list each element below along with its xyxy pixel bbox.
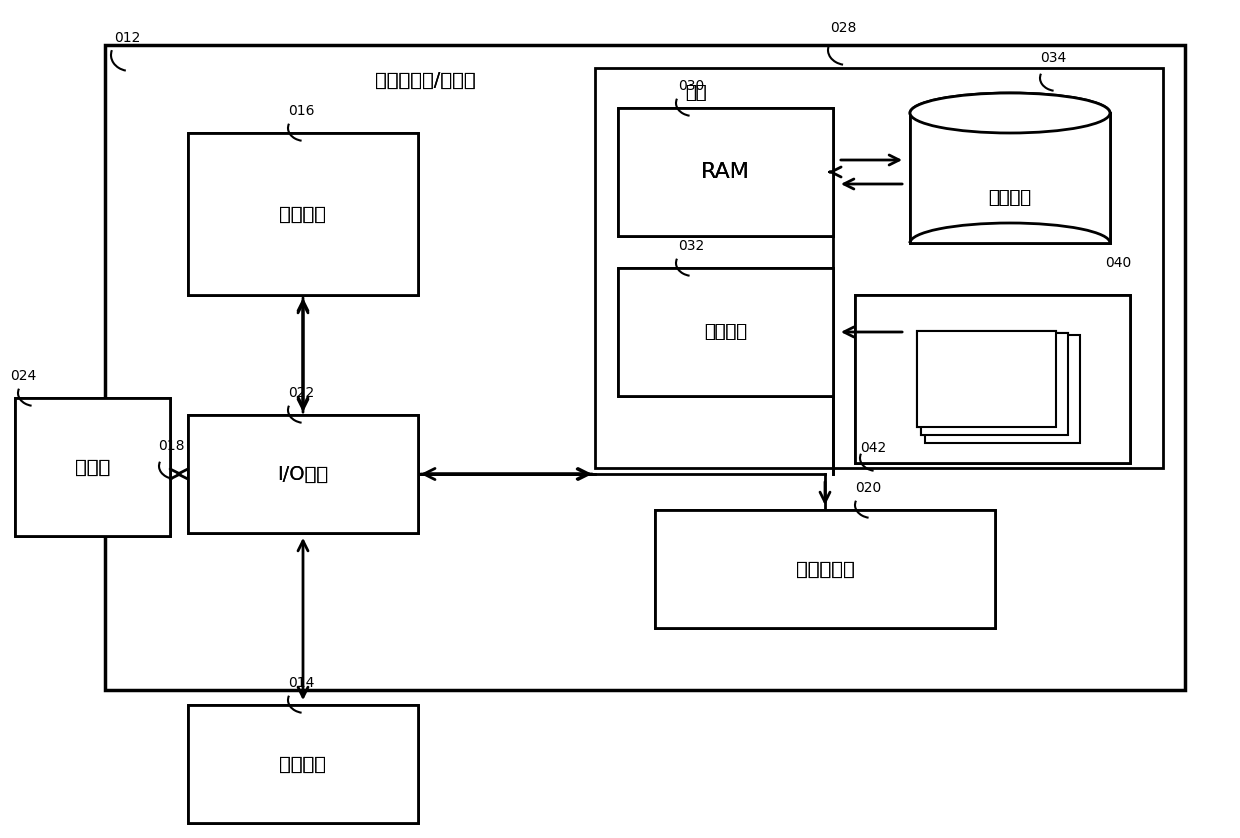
- Text: 高速缓存: 高速缓存: [704, 323, 746, 341]
- Text: 存储系统: 存储系统: [988, 189, 1032, 207]
- Bar: [921, 333, 1068, 435]
- Text: 024: 024: [10, 369, 36, 383]
- Bar: [188, 415, 418, 533]
- Ellipse shape: [910, 93, 1110, 133]
- Bar: [910, 113, 1110, 243]
- Text: I/O接口: I/O接口: [278, 464, 329, 484]
- Text: I/O接口: I/O接口: [278, 464, 329, 484]
- Text: 网络适配器: 网络适配器: [796, 560, 854, 578]
- Bar: [15, 398, 170, 536]
- Bar: [595, 68, 1163, 468]
- Bar: [185, 130, 422, 298]
- Text: RAM: RAM: [701, 162, 750, 182]
- Text: 028: 028: [830, 21, 857, 35]
- Text: RAM: RAM: [701, 162, 750, 182]
- Text: 032: 032: [678, 239, 704, 253]
- Bar: [925, 335, 1080, 443]
- Bar: [918, 331, 1056, 427]
- Text: 012: 012: [114, 31, 140, 45]
- Bar: [618, 268, 833, 396]
- Text: 034: 034: [1040, 51, 1066, 65]
- Bar: [925, 335, 1080, 443]
- Bar: [185, 412, 422, 536]
- Text: 018: 018: [157, 439, 185, 453]
- Text: 014: 014: [288, 676, 315, 690]
- Text: 042: 042: [861, 441, 887, 455]
- Bar: [188, 705, 418, 823]
- Text: 020: 020: [856, 481, 882, 495]
- Text: 处理单元: 处理单元: [279, 204, 326, 224]
- Bar: [188, 415, 418, 533]
- Bar: [618, 108, 833, 236]
- Text: 030: 030: [678, 79, 704, 93]
- Bar: [856, 295, 1130, 463]
- Text: 外部设备: 外部设备: [279, 754, 326, 773]
- Text: 040: 040: [1105, 256, 1131, 270]
- Bar: [618, 108, 833, 236]
- Bar: [188, 705, 418, 823]
- Text: 外部设备: 外部设备: [279, 754, 326, 773]
- Text: 计算机系统/服务器: 计算机系统/服务器: [374, 70, 476, 90]
- Bar: [188, 133, 418, 295]
- Text: 内存: 内存: [684, 84, 707, 102]
- Text: 016: 016: [288, 104, 315, 118]
- Text: 处理单元: 处理单元: [279, 204, 326, 224]
- Bar: [188, 133, 418, 295]
- Text: 022: 022: [288, 386, 314, 400]
- Bar: [918, 331, 1056, 427]
- Text: 计算机系统/服务器: 计算机系统/服务器: [374, 70, 476, 90]
- Bar: [105, 45, 1185, 690]
- Text: 网络适配器: 网络适配器: [796, 560, 854, 578]
- Bar: [910, 113, 1110, 243]
- Bar: [655, 510, 994, 628]
- Bar: [15, 398, 170, 536]
- Text: 显示器: 显示器: [74, 458, 110, 477]
- Bar: [856, 295, 1130, 463]
- Text: 高速缓存: 高速缓存: [704, 323, 746, 341]
- Ellipse shape: [910, 93, 1110, 133]
- Bar: [921, 333, 1068, 435]
- Text: 显示器: 显示器: [74, 458, 110, 477]
- Text: 内存: 内存: [684, 84, 707, 102]
- Text: 存储系统: 存储系统: [988, 189, 1032, 207]
- Bar: [655, 510, 994, 628]
- Bar: [618, 268, 833, 396]
